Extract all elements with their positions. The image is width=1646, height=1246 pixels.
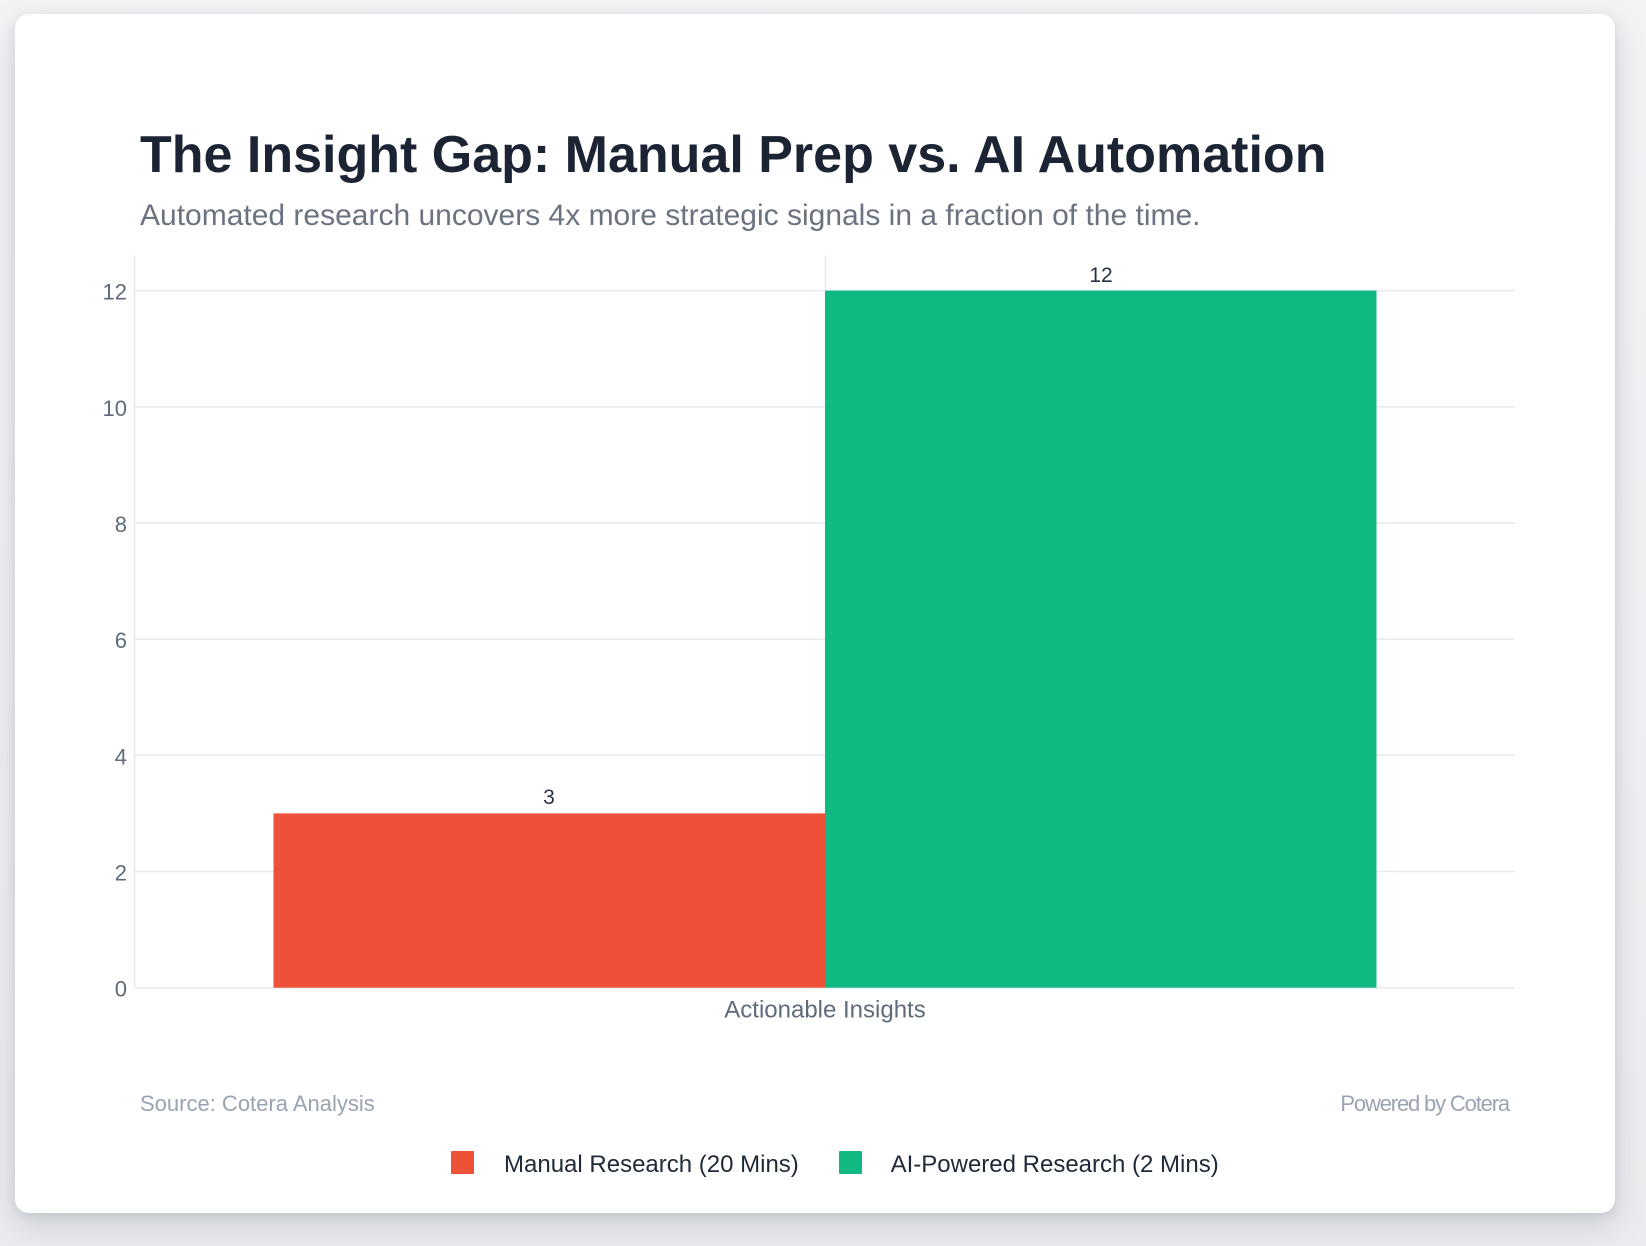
svg-text:2: 2 (115, 861, 127, 886)
svg-text:12: 12 (103, 280, 127, 305)
svg-text:12: 12 (1089, 264, 1112, 287)
svg-text:3: 3 (543, 786, 555, 809)
svg-text:6: 6 (115, 628, 127, 653)
svg-text:4: 4 (115, 744, 127, 769)
svg-text:10: 10 (103, 396, 127, 421)
svg-text:0: 0 (115, 977, 127, 1002)
svg-text:8: 8 (115, 512, 127, 537)
svg-text:Actionable Insights: Actionable Insights (724, 997, 925, 1024)
